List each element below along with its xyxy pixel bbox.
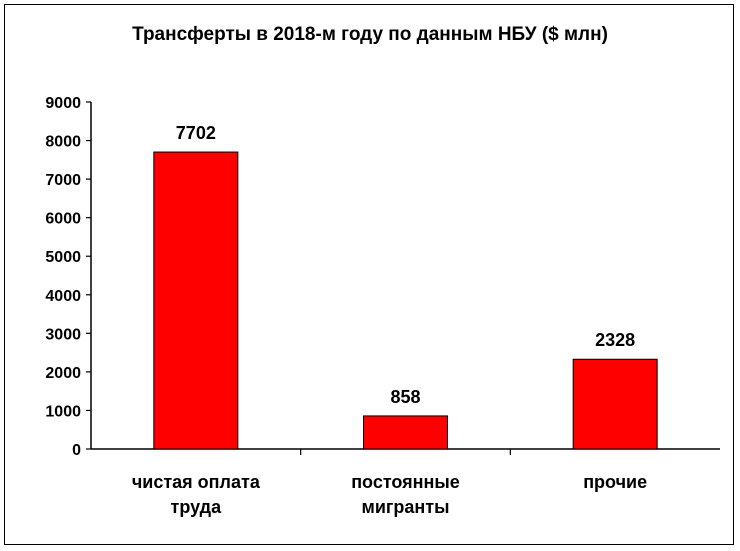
y-tick-label: 4000 (45, 288, 81, 305)
bar-1 (363, 415, 448, 450)
y-tick-label: 5000 (45, 249, 81, 266)
data-label-0: 7702 (176, 123, 216, 143)
category-label-0: чистая оплата (132, 472, 261, 492)
y-tick-label: 9000 (45, 95, 81, 112)
category-label-0: труда (171, 497, 223, 517)
chart-title: Трансферты в 2018-м году по данным НБУ (… (132, 24, 608, 45)
category-label-1: постоянные (351, 472, 460, 492)
data-label-1: 858 (390, 387, 420, 407)
category-label-2: прочие (583, 472, 647, 492)
y-tick-label: 1000 (45, 403, 81, 420)
y-tick-label: 7000 (45, 172, 81, 189)
y-tick-label: 0 (72, 442, 81, 459)
category-label-1: мигранты (362, 497, 450, 517)
y-tick-label: 2000 (45, 365, 81, 382)
data-label-2: 2328 (595, 330, 635, 350)
y-tick-label: 6000 (45, 211, 81, 228)
bar-2 (572, 358, 658, 450)
y-tick-label: 3000 (45, 326, 81, 343)
y-tick-label: 8000 (45, 134, 81, 151)
bar-0 (153, 151, 239, 450)
chart-frame (4, 4, 734, 545)
